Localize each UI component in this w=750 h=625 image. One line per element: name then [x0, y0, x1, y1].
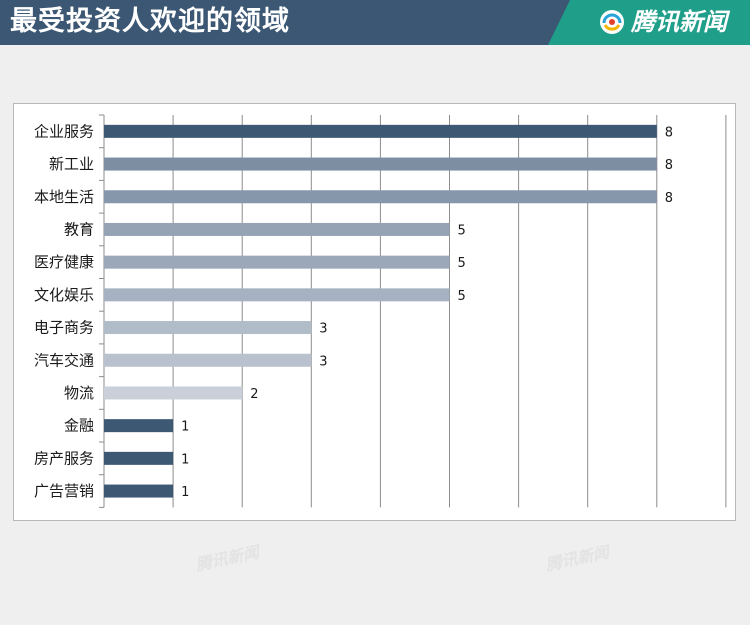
category-label: 物流	[64, 384, 94, 402]
category-label: 教育	[64, 220, 94, 238]
logo-plate	[548, 0, 750, 45]
data-label: 1	[181, 420, 189, 435]
category-label: 汽车交通	[34, 351, 94, 369]
bar	[104, 451, 174, 465]
bar	[104, 222, 450, 236]
page-title: 最受投资人欢迎的领域	[10, 6, 290, 37]
category-label: 电子商务	[34, 319, 94, 337]
bar	[104, 157, 657, 171]
bar	[104, 190, 657, 204]
category-label: 新工业	[49, 155, 94, 173]
data-label: 5	[458, 256, 466, 271]
data-label: 3	[319, 322, 327, 337]
category-label: 房产服务	[34, 449, 94, 467]
bar	[104, 288, 450, 302]
tencent-news-logo-icon	[600, 10, 624, 34]
logo-text: 腾讯新闻	[631, 8, 727, 36]
data-label: 1	[181, 485, 189, 500]
bar	[104, 353, 312, 367]
bar	[104, 321, 312, 335]
watermark: 腾讯新闻	[194, 542, 261, 575]
category-label: 企业服务	[34, 122, 94, 140]
category-label: 广告营销	[34, 482, 94, 500]
bar	[104, 419, 174, 433]
bar	[104, 484, 174, 498]
bar-chart: 企业服务 8 新工业 8 本地生活 8 教育 5 医疗健康 5 文化娱乐 5 电子商务 3 汽车交通 3 物流 2…	[34, 114, 727, 508]
data-label: 2	[250, 387, 258, 402]
category-label: 金融	[64, 417, 94, 435]
data-label: 8	[665, 191, 673, 206]
data-label: 3	[319, 354, 327, 369]
data-label: 5	[458, 223, 466, 238]
data-label: 5	[458, 289, 466, 304]
bar	[104, 255, 450, 269]
chart-panel: 企业服务 8 新工业 8 本地生活 8 教育 5 医疗健康 5 文化娱乐 5 电子商务 3 汽车交通 3 物流 2…	[13, 103, 736, 521]
bar	[104, 124, 657, 138]
category-label: 文化娱乐	[34, 286, 94, 304]
category-label: 医疗健康	[34, 253, 94, 271]
watermark: 腾讯新闻	[544, 542, 611, 575]
data-label: 1	[181, 452, 189, 467]
category-label: 本地生活	[34, 188, 94, 206]
data-label: 8	[665, 125, 673, 140]
bar	[104, 386, 243, 400]
data-label: 8	[665, 158, 673, 173]
